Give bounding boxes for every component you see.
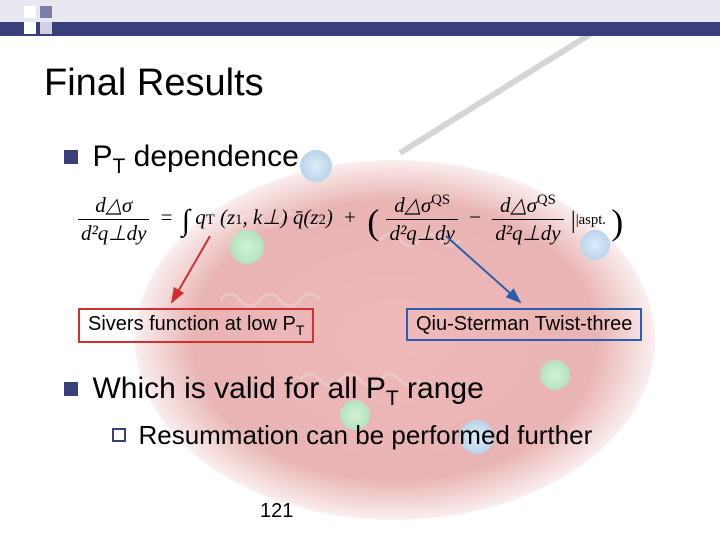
bullet-marker-icon	[64, 382, 78, 396]
box-sivers: Sivers function at low PT	[78, 308, 314, 343]
bullet-pt-dependence: PT dependence	[64, 140, 299, 179]
page-number: 121	[260, 500, 293, 523]
bullet-which-valid: Which is valid for all PT range	[64, 372, 484, 411]
formula-equation: d△σ d²q⊥dy = ∫ qT (z1, k⊥) q̄(z2) + ( d△…	[76, 192, 623, 246]
pt-rest: dependence	[125, 140, 299, 173]
pt-subscript: T	[112, 155, 125, 178]
bullet-marker-icon	[64, 150, 78, 164]
pt-prefix: P	[92, 140, 112, 173]
sub-bullet-resummation: Resummation can be performed further	[112, 420, 592, 451]
slide-title: Final Results	[44, 62, 264, 105]
slide-top-stripe	[0, 0, 720, 36]
box-qiu-sterman: Qiu-Sterman Twist-three	[406, 308, 642, 341]
hollow-bullet-icon	[112, 428, 126, 442]
